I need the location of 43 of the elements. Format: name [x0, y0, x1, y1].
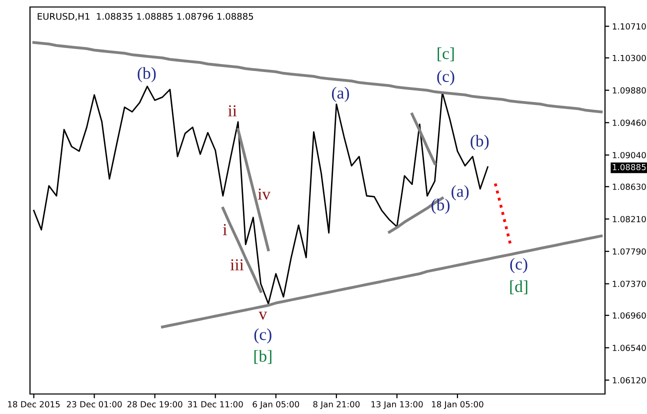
annotation: (b) [470, 134, 489, 150]
y-tick-label: 1.10300 [612, 54, 646, 62]
annotation: (c) [437, 70, 454, 86]
x-tick-label: 31 Dec 11:00 [188, 401, 243, 408]
annotation: (c) [510, 258, 528, 274]
annotation: ii [228, 105, 237, 116]
x-tick-label: 8 Jan 21:00 [313, 401, 360, 409]
x-tick-label: 6 Jan 05:00 [252, 401, 300, 409]
x-tick-label: 18 Dec 2015 [8, 401, 60, 408]
y-tick-label: 1.06120 [612, 377, 646, 384]
annotation: [c] [438, 47, 454, 62]
x-tick-label: 18 Jan 05:00 [432, 401, 484, 409]
annotation: [d] [510, 280, 528, 294]
y-tick-label: 1.08630 [612, 184, 646, 190]
y-tick-label: 1.10710 [612, 23, 646, 30]
annotation: (c) [254, 328, 272, 344]
annotation: EURUSD,H1 1.08835 1.08885 1.08796 1.08885 [38, 12, 254, 21]
y-tick-label: 1.09880 [612, 87, 646, 94]
y-tick-label: 1.06540 [612, 344, 646, 352]
line-series [33, 86, 488, 304]
y-tick-label: 1.08210 [612, 216, 646, 222]
annotation: (b) [138, 67, 156, 82]
y-tick-label: 1.07370 [612, 280, 646, 288]
annotation: (b) [432, 198, 450, 214]
line-series [222, 206, 262, 293]
annotation: iv [258, 188, 271, 200]
annotation: iii [230, 259, 244, 270]
line-series [161, 234, 603, 328]
x-tick-label: 13 Jan 13:00 [371, 401, 423, 409]
line-series [236, 128, 270, 252]
annotation: v [258, 312, 268, 320]
line-series [410, 112, 436, 165]
y-tick-label: 1.07790 [612, 248, 646, 255]
annotation: (a) [332, 86, 350, 102]
x-tick-label: 28 Dec 19:00 [127, 401, 182, 408]
annotation: [b] [254, 350, 272, 364]
annotation: i [222, 224, 227, 236]
x-tick-label: 23 Dec 01:00 [66, 401, 122, 408]
y-tick-label: 1.09040 [612, 152, 646, 158]
y-tick-label: 1.08885 [612, 164, 646, 170]
y-tick-label: 1.09460 [612, 120, 646, 126]
y-tick-label: 1.06960 [612, 312, 646, 319]
annotation: (a) [452, 185, 469, 200]
